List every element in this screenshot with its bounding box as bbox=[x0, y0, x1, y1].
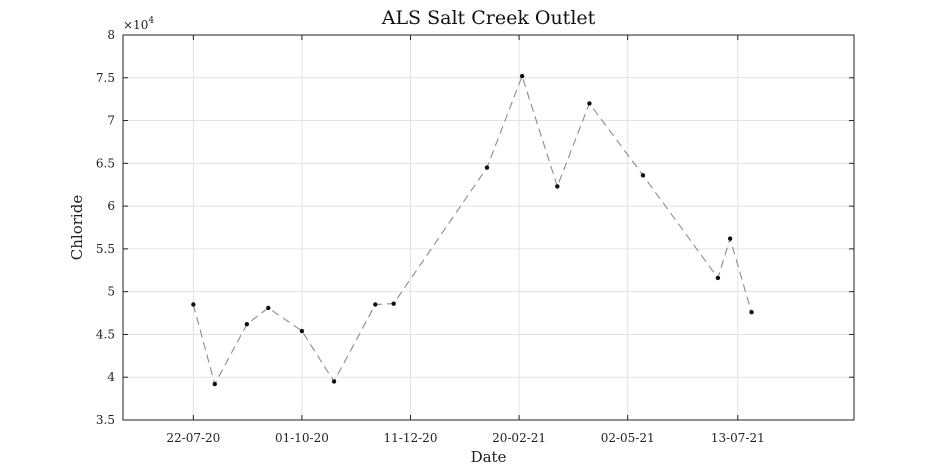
x-tick-label: 01-10-20 bbox=[275, 431, 329, 445]
data-point bbox=[484, 165, 490, 170]
data-point bbox=[331, 379, 337, 384]
y-tick-label: 4 bbox=[107, 370, 115, 384]
data-point bbox=[587, 101, 592, 106]
data-point bbox=[727, 236, 733, 241]
plot-box bbox=[122, 34, 855, 421]
data-point bbox=[212, 381, 217, 387]
y-axis-multiplier: ×104 bbox=[123, 16, 154, 32]
data-point bbox=[391, 301, 396, 306]
x-axis-label: Date bbox=[471, 448, 507, 466]
grid-layer bbox=[123, 34, 854, 421]
data-point bbox=[555, 184, 560, 189]
data-point bbox=[266, 305, 271, 311]
y-tick-label: 7 bbox=[107, 114, 115, 128]
data-point bbox=[299, 328, 305, 334]
data-point bbox=[244, 321, 250, 327]
data-point bbox=[519, 73, 525, 79]
y-axis-multiplier-base: ×10 bbox=[123, 18, 148, 32]
data-point bbox=[373, 302, 378, 307]
x-tick-label: 13-07-21 bbox=[711, 431, 765, 445]
x-tick-label: 22-07-20 bbox=[166, 431, 220, 445]
chart-title: ALS Salt Creek Outlet bbox=[381, 7, 596, 29]
data-point bbox=[749, 310, 754, 315]
series-layer bbox=[191, 73, 754, 387]
y-axis-multiplier-exponent: 4 bbox=[148, 16, 154, 26]
y-tick-label: 5 bbox=[107, 285, 115, 299]
y-tick-label: 3.5 bbox=[96, 413, 115, 427]
data-point bbox=[640, 173, 646, 178]
x-tick-label: 20-02-21 bbox=[492, 431, 546, 445]
y-tick-label: 5.5 bbox=[96, 242, 115, 256]
data-point bbox=[715, 275, 721, 281]
ticks-layer: 3.5 4 4.5 5 5.5 6 6.5 7 7.5 8 22-07-20 01-10-20 11-1… bbox=[96, 28, 854, 445]
series-line bbox=[192, 74, 753, 386]
y-tick-label: 8 bbox=[107, 28, 115, 42]
x-tick-label: 11-12-20 bbox=[384, 431, 438, 445]
x-tick-label: 02-05-21 bbox=[601, 431, 655, 445]
data-point bbox=[191, 302, 196, 307]
y-axis-label: Chloride bbox=[68, 195, 86, 261]
y-tick-label: 6 bbox=[107, 199, 115, 213]
y-tick-label: 6.5 bbox=[96, 156, 115, 170]
y-tick-label: 4.5 bbox=[96, 327, 115, 341]
y-tick-label: 7.5 bbox=[96, 71, 115, 85]
